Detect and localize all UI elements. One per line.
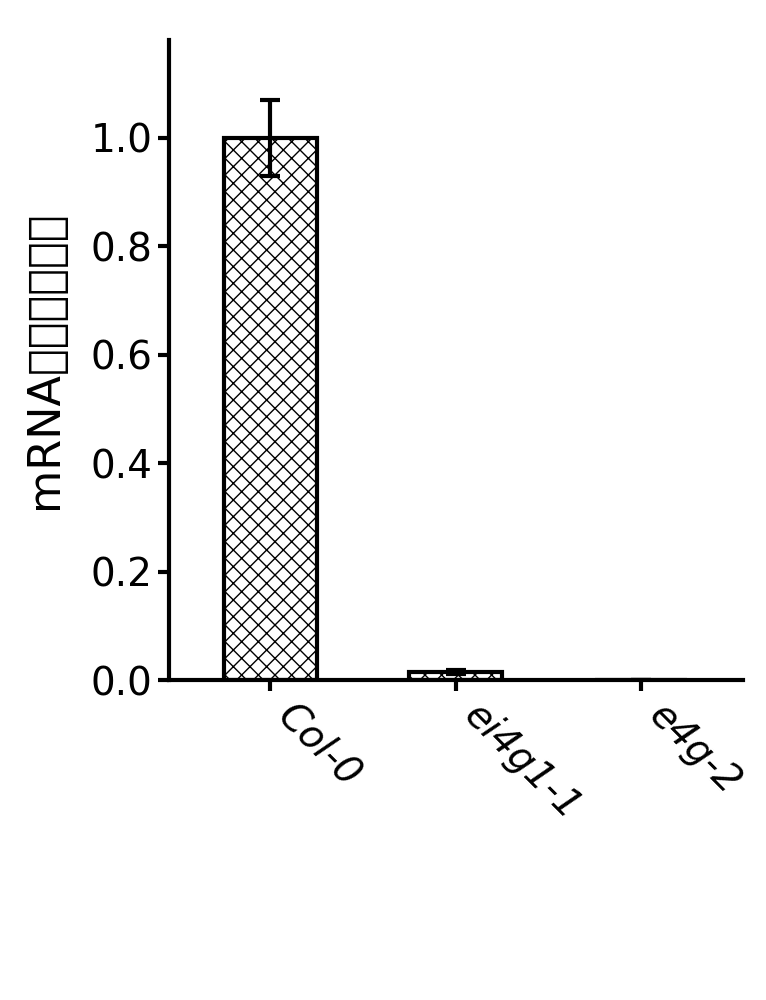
Bar: [224, 138, 317, 680]
Bar: [410, 672, 502, 680]
Y-axis label: mRNA相对表达水平: mRNA相对表达水平: [22, 211, 66, 509]
